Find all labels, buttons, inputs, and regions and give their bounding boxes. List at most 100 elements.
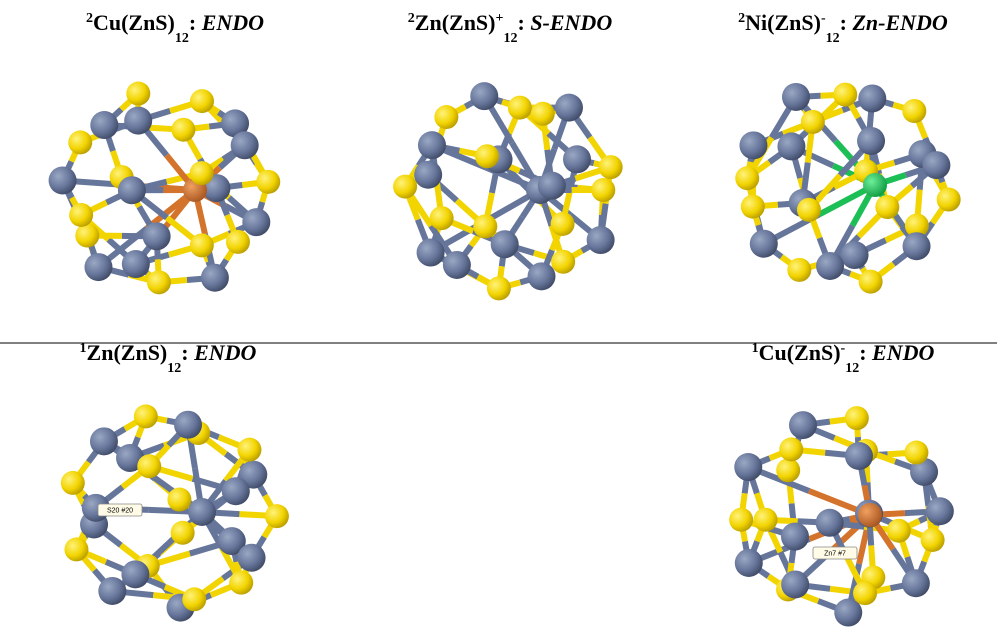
atom (121, 250, 150, 279)
atom (857, 126, 886, 155)
atom (740, 194, 765, 219)
atom (470, 82, 499, 111)
atom (563, 145, 592, 174)
atom (796, 197, 821, 222)
title-part: - (841, 341, 846, 356)
title-part: Zn(ZnS) (415, 10, 496, 35)
atom (507, 95, 532, 120)
atom (800, 109, 825, 134)
atom (242, 208, 271, 237)
atom (171, 117, 196, 142)
atom (217, 527, 246, 556)
atom (550, 211, 575, 236)
atom-label: Zn7 #7 (824, 551, 846, 558)
atom (48, 166, 77, 195)
title-part: ENDO (193, 340, 256, 365)
panel-title: 1Cu(ZnS)- 12: ENDO (752, 340, 935, 376)
title-part: S-ENDO (530, 10, 612, 35)
atom (264, 504, 289, 529)
atom (729, 507, 754, 532)
molecule (393, 82, 623, 301)
panel-title: 2Cu(ZnS)12: ENDO (86, 10, 264, 46)
atom (189, 233, 214, 258)
atom (920, 527, 945, 552)
atom (229, 570, 254, 595)
atom (858, 269, 883, 294)
atom (904, 440, 929, 465)
atom (788, 411, 817, 440)
atom (188, 498, 216, 526)
atom (237, 437, 262, 462)
atom (230, 131, 259, 160)
atom (886, 518, 911, 543)
panel-title: 2Zn(ZnS)+12: S-ENDO (408, 10, 613, 46)
atom (170, 520, 195, 545)
atom (910, 457, 939, 486)
atom (126, 81, 151, 106)
atom (902, 99, 927, 124)
atom-label-box (97, 503, 143, 517)
atom (75, 223, 100, 248)
atom (858, 84, 887, 113)
title-part: Ni(ZnS) (745, 10, 821, 35)
atom (239, 460, 268, 489)
atom (834, 598, 863, 627)
atom (256, 169, 281, 194)
atom (200, 263, 229, 292)
atom (416, 238, 445, 267)
atom-label: S20 #20 (107, 508, 133, 515)
title-part: 12 (175, 31, 189, 46)
title-part: 1 (752, 341, 759, 356)
atom (780, 522, 809, 551)
atom (858, 503, 882, 527)
atom (936, 187, 961, 212)
atom (739, 131, 768, 160)
atom (142, 222, 171, 251)
atom (749, 229, 778, 258)
atom (853, 581, 878, 606)
title-part: 12 (167, 361, 181, 376)
title-part: Cu(ZnS) (93, 10, 175, 35)
atom (124, 106, 153, 135)
title-part: 12 (503, 31, 517, 46)
atom (84, 253, 113, 282)
atom (221, 477, 250, 506)
atom (586, 226, 615, 255)
atom (133, 404, 158, 429)
atom (69, 202, 94, 227)
atom (776, 458, 801, 483)
atom-label-box (812, 546, 858, 560)
atom (875, 195, 900, 220)
atom (734, 453, 763, 482)
atom (537, 171, 566, 200)
title-part: + (496, 11, 504, 26)
title-part: - (821, 11, 826, 26)
atom (225, 229, 250, 254)
atom (414, 160, 443, 189)
atom (60, 470, 85, 495)
atom (429, 206, 454, 231)
atom (174, 410, 203, 439)
atom (840, 241, 869, 270)
atom (781, 570, 810, 599)
atom (189, 161, 214, 186)
atom (554, 93, 583, 122)
panel-title: 2Ni(ZnS)-12: Zn-ENDO (738, 10, 948, 46)
title-part: ENDO (871, 340, 934, 365)
atom (734, 548, 763, 577)
atom (901, 569, 930, 598)
atom (551, 249, 576, 274)
molecule (60, 404, 289, 622)
atom (925, 497, 954, 526)
atom (98, 576, 127, 605)
molecule (729, 406, 954, 627)
atom (221, 109, 250, 138)
atom (64, 537, 89, 562)
title-part: Zn-ENDO (851, 10, 947, 35)
title-part: Zn(ZnS) (87, 340, 168, 365)
title-part: ENDO (201, 10, 264, 35)
atom (591, 178, 616, 203)
atom (486, 276, 511, 301)
atom (781, 82, 810, 111)
